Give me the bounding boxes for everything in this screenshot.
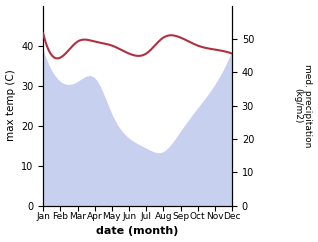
Y-axis label: med. precipitation
(kg/m2): med. precipitation (kg/m2) bbox=[293, 64, 313, 147]
Y-axis label: max temp (C): max temp (C) bbox=[5, 70, 16, 142]
X-axis label: date (month): date (month) bbox=[96, 227, 179, 236]
